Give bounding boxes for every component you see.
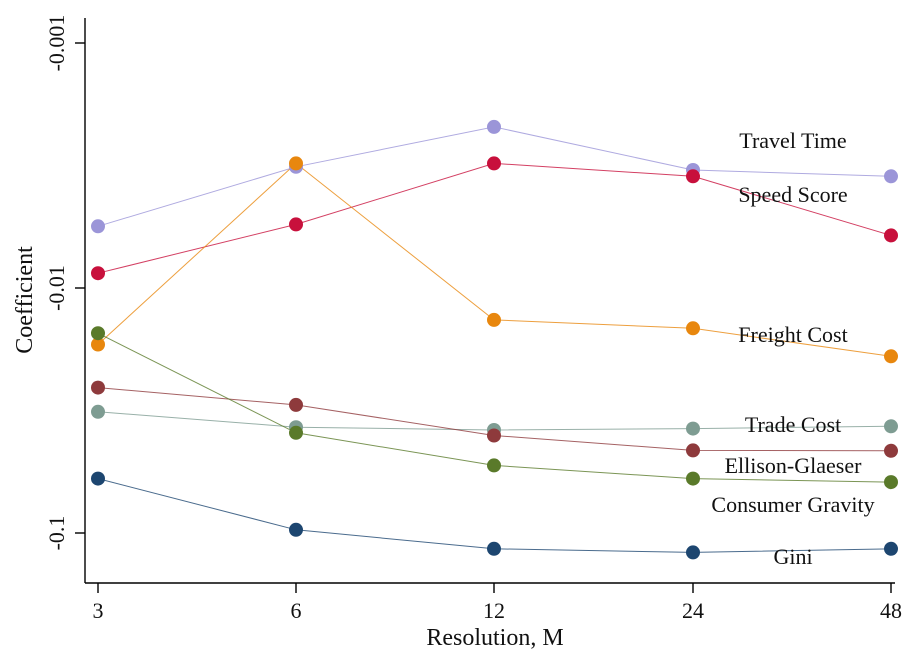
series-point bbox=[289, 522, 303, 537]
series-point bbox=[487, 156, 501, 171]
series-label: Trade Cost bbox=[745, 412, 841, 437]
x-tick-label: 12 bbox=[483, 598, 505, 623]
y-tick-label: -0.001 bbox=[44, 15, 69, 72]
y-axis-title: Coefficient bbox=[12, 246, 38, 354]
series-point bbox=[884, 228, 898, 243]
series-point bbox=[884, 349, 898, 364]
series-point bbox=[884, 443, 898, 458]
series-point bbox=[686, 421, 700, 436]
x-tick-label: 6 bbox=[291, 598, 302, 623]
series-point bbox=[487, 541, 501, 556]
series-label: Consumer Gravity bbox=[711, 492, 874, 517]
series-point bbox=[487, 458, 501, 473]
series-labels: Travel Time Speed Score Freight Cost Trade … bbox=[711, 128, 874, 569]
series-label: Speed Score bbox=[738, 182, 847, 207]
x-ticks: 3 6 12 24 48 bbox=[93, 583, 902, 623]
series-point bbox=[289, 425, 303, 440]
series-point bbox=[487, 312, 501, 327]
series-point bbox=[487, 428, 501, 443]
series-point bbox=[91, 404, 105, 419]
series-point bbox=[686, 545, 700, 560]
series-points bbox=[91, 119, 898, 560]
series-point bbox=[289, 156, 303, 171]
series-point bbox=[884, 419, 898, 434]
x-tick-label: 24 bbox=[682, 598, 704, 623]
x-axis-title: Resolution, M bbox=[426, 625, 563, 651]
series-label: Freight Cost bbox=[738, 322, 847, 347]
y-tick-label: -0.01 bbox=[44, 265, 69, 311]
series-point bbox=[91, 471, 105, 486]
y-tick-label: -0.1 bbox=[44, 516, 69, 551]
series-point bbox=[884, 541, 898, 556]
series-point bbox=[884, 169, 898, 184]
series-point bbox=[91, 326, 105, 341]
series-label: Gini bbox=[773, 544, 812, 569]
series-line bbox=[97, 162, 892, 274]
x-tick-label: 48 bbox=[880, 598, 902, 623]
series-point bbox=[91, 380, 105, 395]
series-point bbox=[686, 321, 700, 336]
series-point bbox=[686, 471, 700, 486]
series-point bbox=[91, 219, 105, 234]
x-tick-label: 3 bbox=[93, 598, 104, 623]
series-point bbox=[91, 337, 105, 352]
series-point bbox=[884, 475, 898, 490]
series-point bbox=[91, 266, 105, 281]
axes bbox=[84, 18, 895, 584]
series-point bbox=[289, 397, 303, 412]
y-ticks: -0.001 -0.01 -0.1 bbox=[44, 15, 85, 551]
series-point bbox=[686, 443, 700, 458]
series-label: Ellison-Glaeser bbox=[725, 453, 863, 478]
series-point bbox=[289, 217, 303, 232]
series-label: Travel Time bbox=[739, 128, 846, 153]
series-point bbox=[686, 169, 700, 184]
series-point bbox=[487, 119, 501, 134]
